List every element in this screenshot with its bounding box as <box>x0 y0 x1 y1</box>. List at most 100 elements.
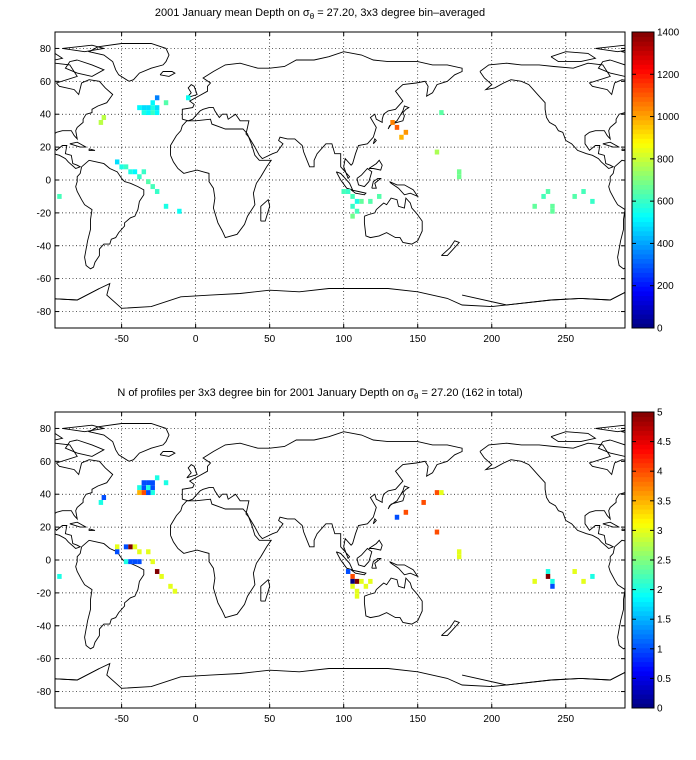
colorbar-frame <box>631 31 655 329</box>
data-bin <box>132 544 138 550</box>
x-tick-label: 50 <box>264 334 276 345</box>
colorbar-tick-label: 1 <box>657 644 663 655</box>
colorbar-segment <box>632 569 654 575</box>
colorbar-tick-label: 200 <box>657 281 674 292</box>
colorbar-segment <box>632 249 654 255</box>
colorbar-segment <box>632 666 654 672</box>
colorbar-segment <box>632 50 654 56</box>
colorbar-segment <box>632 161 654 167</box>
mean-depth-map: -50 0 50 100 150 200 250806040200-20-40-60-801… <box>37 28 680 346</box>
colorbar-segment <box>632 138 654 144</box>
colorbar-segment <box>632 318 654 324</box>
colorbar-segment <box>632 73 654 79</box>
coastline <box>55 52 64 61</box>
data-bin <box>154 95 160 101</box>
data-bin <box>354 208 360 214</box>
colorbar-segment <box>632 620 654 626</box>
data-bin <box>359 198 364 204</box>
data-bin <box>456 169 462 175</box>
colorbar-segment <box>632 36 654 42</box>
coastline <box>170 118 273 239</box>
data-bin <box>154 475 160 481</box>
profile-count-panel: N of profiles per 3x3 degree bin for 200… <box>0 380 696 760</box>
coastline <box>441 240 460 257</box>
data-bin <box>590 198 595 204</box>
data-bin <box>354 198 360 204</box>
colorbar-segment <box>632 610 654 616</box>
colorbar: 5 4.5 4 3.5 3 2.5 2 1.5 1 0.5 0 <box>631 408 671 715</box>
data-bin <box>350 193 355 199</box>
data-bin <box>363 583 369 589</box>
data-bin <box>132 559 138 565</box>
colorbar-segment <box>632 156 654 162</box>
colorbar-segment <box>632 476 654 482</box>
y-tick-label: -20 <box>37 208 52 219</box>
colorbar-tick-label: 3 <box>657 526 663 537</box>
coastline <box>350 189 367 196</box>
colorbar-segment <box>632 430 654 436</box>
data-bin <box>354 588 360 594</box>
colorbar-segment <box>632 96 654 102</box>
colorbar-segment <box>632 698 654 704</box>
colorbar-segment <box>632 444 654 450</box>
data-bin <box>128 544 133 550</box>
colorbar-segment <box>632 258 654 264</box>
data-bin <box>141 105 147 111</box>
colorbar-segment <box>632 680 654 686</box>
colorbar-segment <box>632 647 654 653</box>
data-bin <box>146 549 151 555</box>
coastline <box>170 498 273 619</box>
colorbar-segment <box>632 675 654 681</box>
data-bin <box>350 573 355 579</box>
data-bin <box>403 509 409 515</box>
colorbar-segment <box>632 634 654 640</box>
data-bin <box>101 115 107 120</box>
data-bin <box>114 544 120 550</box>
coastline <box>87 43 170 82</box>
colorbar-segment <box>632 703 654 709</box>
coastlines <box>55 43 625 309</box>
colorbar-segment <box>632 254 654 260</box>
data-bin <box>545 573 551 579</box>
x-tick-label: 100 <box>335 714 352 725</box>
data-bin <box>434 149 440 155</box>
coastline <box>479 62 625 170</box>
coastline <box>181 51 463 180</box>
colorbar: 1400 1200 1000 800 600 400 200 0 <box>631 28 680 335</box>
data-bin <box>146 490 151 496</box>
colorbar-segment <box>632 198 654 204</box>
coastline <box>64 439 105 457</box>
colorbar-segment <box>632 453 654 459</box>
colorbar-segment <box>632 597 654 603</box>
coastline <box>368 159 383 171</box>
x-tick-label: -50 <box>114 714 129 725</box>
colorbar-segment <box>632 486 654 492</box>
data-bin <box>137 174 142 180</box>
colorbar-segment <box>632 286 654 292</box>
colorbar-tick-label: 2.5 <box>657 556 671 567</box>
data-bin <box>57 573 62 579</box>
grid-lines <box>55 412 625 708</box>
data-bin <box>141 110 147 116</box>
colorbar-segment <box>632 193 654 199</box>
colorbar-segment <box>632 573 654 579</box>
colorbar-segment <box>632 244 654 250</box>
data-bin <box>150 485 155 491</box>
data-bin <box>581 578 586 584</box>
data-bin <box>146 105 151 111</box>
coastline <box>55 442 114 550</box>
coastline <box>462 291 625 306</box>
colorbar-segment <box>632 439 654 445</box>
colorbar-segment <box>632 472 654 478</box>
colorbar-segment <box>632 147 654 153</box>
colorbar-segment <box>632 615 654 621</box>
colorbar-segment <box>632 281 654 287</box>
data-bin <box>137 549 142 555</box>
colorbar-segment <box>632 235 654 241</box>
data-bin <box>545 189 551 194</box>
colorbar-segment <box>632 435 654 441</box>
colorbar-segment <box>632 671 654 677</box>
data-bin <box>177 208 182 214</box>
data-bin <box>150 100 155 106</box>
data-bin <box>141 485 147 491</box>
